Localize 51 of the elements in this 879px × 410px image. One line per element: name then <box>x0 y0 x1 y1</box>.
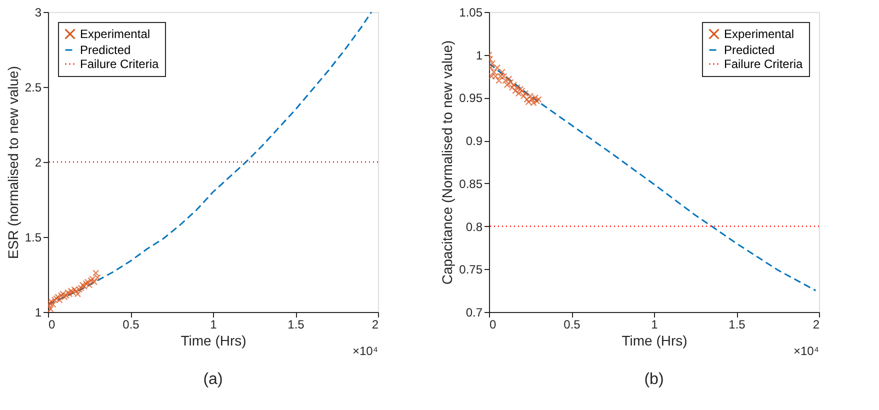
legend-label: Predicted <box>724 43 775 57</box>
point <box>54 294 62 300</box>
point <box>494 64 501 72</box>
point <box>68 288 74 294</box>
text: ×10⁴ <box>352 344 378 358</box>
x-tick-label: 0.5 <box>122 318 140 332</box>
y-tick-label: 1.05 <box>459 6 483 20</box>
y-tick-label: 0.85 <box>459 176 483 191</box>
x-tick-label: 1.5 <box>288 318 305 332</box>
y-tick-label: 0.75 <box>459 262 483 277</box>
x-tick-label: 2 <box>812 318 820 332</box>
y-axis-title: Capacitance (Normalised to new value) <box>439 40 456 285</box>
point <box>66 290 73 298</box>
legend-label: Predicted <box>80 43 131 57</box>
text: ×10⁴ <box>793 344 819 358</box>
y-tick-label: 1 <box>34 306 42 320</box>
text: (a) <box>203 371 223 388</box>
x-tick-label: 0.5 <box>564 318 581 332</box>
legend-label: Experimental <box>724 27 794 41</box>
y-tick-label: 1 <box>476 48 483 62</box>
point <box>492 72 499 80</box>
point <box>79 282 86 288</box>
y-tick-label: 0.7 <box>466 306 483 320</box>
point <box>497 72 504 80</box>
point <box>64 289 72 296</box>
y-tick-label: 0.8 <box>466 220 483 234</box>
point <box>528 96 536 103</box>
legend-label: Experimental <box>80 27 150 41</box>
point <box>500 72 508 80</box>
x-axis-title: Time (Hrs) <box>180 332 246 348</box>
x-tick-label: 0 <box>490 318 496 332</box>
point <box>90 278 98 286</box>
point <box>80 283 88 290</box>
point <box>69 289 76 296</box>
line-series <box>48 12 372 306</box>
y-tick-label: 0.95 <box>459 91 483 106</box>
y-tick-label: 3 <box>34 6 42 20</box>
legend-label: Failure Criteria <box>80 57 160 71</box>
x-tick-label: 1.5 <box>728 318 746 332</box>
text: (b) <box>644 371 664 388</box>
x-axis-title: Time (Hrs) <box>622 332 688 348</box>
y-tick-label: 2.5 <box>24 80 42 94</box>
x-tick-label: 1 <box>651 318 658 332</box>
legend-label: Failure Criteria <box>724 57 804 71</box>
y-tick-label: 1.5 <box>24 230 42 244</box>
y-tick-label: 2 <box>34 156 42 170</box>
y-axis-title: ESR (normalised to new value) <box>4 66 21 259</box>
x-tick-label: 1 <box>210 318 218 332</box>
y-tick-label: 0.9 <box>466 134 483 148</box>
x-tick-label: 2 <box>372 318 379 332</box>
x-tick-label: 0 <box>48 318 56 332</box>
